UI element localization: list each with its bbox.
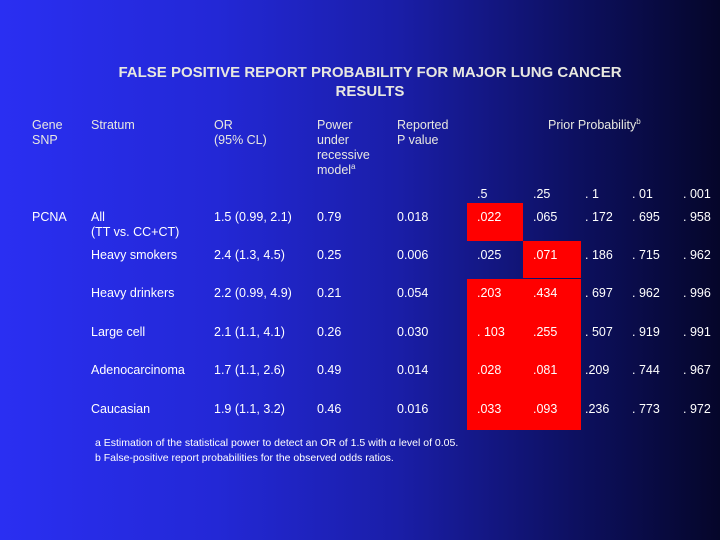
row-prob-4: . 715 — [632, 248, 660, 262]
header-stratum: Stratum — [91, 118, 135, 132]
row-prob-4: . 744 — [632, 363, 660, 377]
row-prob-2: .255 — [533, 325, 558, 339]
row-prob-4: . 962 — [632, 286, 660, 300]
row-power: 0.49 — [317, 363, 342, 377]
row-prob-3: . 697 — [585, 286, 613, 300]
prior-header-5: . 001 — [683, 187, 711, 201]
title-line-1: FALSE POSITIVE REPORT PROBABILITY FOR MA… — [118, 64, 622, 81]
row-or: 1.5 (0.99, 2.1) — [214, 210, 292, 224]
row-prob-3: . 507 — [585, 325, 613, 339]
header-gene: Gene SNP — [32, 118, 63, 147]
row-p-value: 0.014 — [397, 363, 429, 377]
row-or: 2.1 (1.1, 4.1) — [214, 325, 285, 339]
header-prior-probability: Prior Probabilityb — [548, 116, 641, 132]
row-p-value: 0.030 — [397, 325, 429, 339]
row-power: 0.79 — [317, 210, 342, 224]
row-prob-5: . 996 — [683, 286, 711, 300]
row-stratum: Adenocarcinoma — [91, 363, 185, 377]
header-power: Power under recessive modela — [317, 118, 370, 177]
slide-title: FALSE POSITIVE REPORT PROBABILITY FOR MA… — [40, 63, 700, 101]
row-prob-1: .033 — [477, 402, 502, 416]
row-prob-5: . 972 — [683, 402, 711, 416]
row-stratum: All (TT vs. CC+CT) — [91, 210, 180, 239]
highlight-cell — [523, 241, 581, 278]
row-or: 2.2 (0.99, 4.9) — [214, 286, 292, 300]
row-prob-4: . 919 — [632, 325, 660, 339]
row-prob-2: .071 — [533, 248, 558, 262]
row-p-value: 0.016 — [397, 402, 429, 416]
row-prob-3: .236 — [585, 402, 610, 416]
row-prob-3: . 186 — [585, 248, 613, 262]
row-stratum: Heavy smokers — [91, 248, 178, 262]
highlight-cell — [467, 355, 523, 393]
title-line-2: RESULTS — [335, 83, 405, 100]
row-prob-1: . 103 — [477, 325, 505, 339]
row-prob-5: . 967 — [683, 363, 711, 377]
row-power: 0.25 — [317, 248, 342, 262]
row-prob-5: . 958 — [683, 210, 711, 224]
highlight-cell — [523, 393, 581, 430]
row-stratum: Heavy drinkers — [91, 286, 175, 300]
alpha-symbol: α — [389, 437, 396, 449]
row-stratum: Large cell — [91, 325, 146, 339]
prior-header-4: . 01 — [632, 187, 653, 201]
row-p-value: 0.006 — [397, 248, 429, 262]
highlight-cell — [523, 355, 581, 393]
footnote-b: b False-positive report probabilities fo… — [95, 452, 394, 464]
row-prob-4: . 695 — [632, 210, 660, 224]
row-or: 2.4 (1.3, 4.5) — [214, 248, 285, 262]
row-prob-1: .028 — [477, 363, 502, 377]
prior-header-3: . 1 — [585, 187, 599, 201]
row-prob-3: . 172 — [585, 210, 613, 224]
highlight-cell — [523, 317, 581, 355]
highlight-cell — [523, 279, 581, 317]
row-stratum: Caucasian — [91, 402, 151, 416]
row-prob-1: .203 — [477, 286, 502, 300]
highlight-cell — [467, 203, 523, 241]
highlight-cell — [467, 317, 523, 355]
row-prob-2: .434 — [533, 286, 558, 300]
row-prob-3: .209 — [585, 363, 610, 377]
row-or: 1.7 (1.1, 2.6) — [214, 363, 285, 377]
row-prob-5: . 962 — [683, 248, 711, 262]
header-or: OR (95% CL) — [214, 118, 267, 147]
row-prob-2: .081 — [533, 363, 558, 377]
gene-name: PCNA — [32, 210, 67, 224]
prior-header-1: .5 — [477, 187, 488, 201]
prior-header-2: .25 — [533, 187, 551, 201]
row-prob-4: . 773 — [632, 402, 660, 416]
row-prob-5: . 991 — [683, 325, 711, 339]
row-or: 1.9 (1.1, 3.2) — [214, 402, 285, 416]
header-reported-p: Reported P value — [397, 118, 449, 147]
row-power: 0.21 — [317, 286, 342, 300]
row-power: 0.46 — [317, 402, 342, 416]
row-prob-2: .065 — [533, 210, 558, 224]
highlight-cell — [467, 279, 523, 317]
highlight-cell — [467, 393, 523, 430]
row-p-value: 0.054 — [397, 286, 429, 300]
row-p-value: 0.018 — [397, 210, 429, 224]
row-prob-2: .093 — [533, 402, 558, 416]
row-prob-1: .022 — [477, 210, 502, 224]
row-power: 0.26 — [317, 325, 342, 339]
footnote-a: a Estimation of the statistical power to… — [95, 437, 459, 449]
row-prob-1: .025 — [477, 248, 502, 262]
